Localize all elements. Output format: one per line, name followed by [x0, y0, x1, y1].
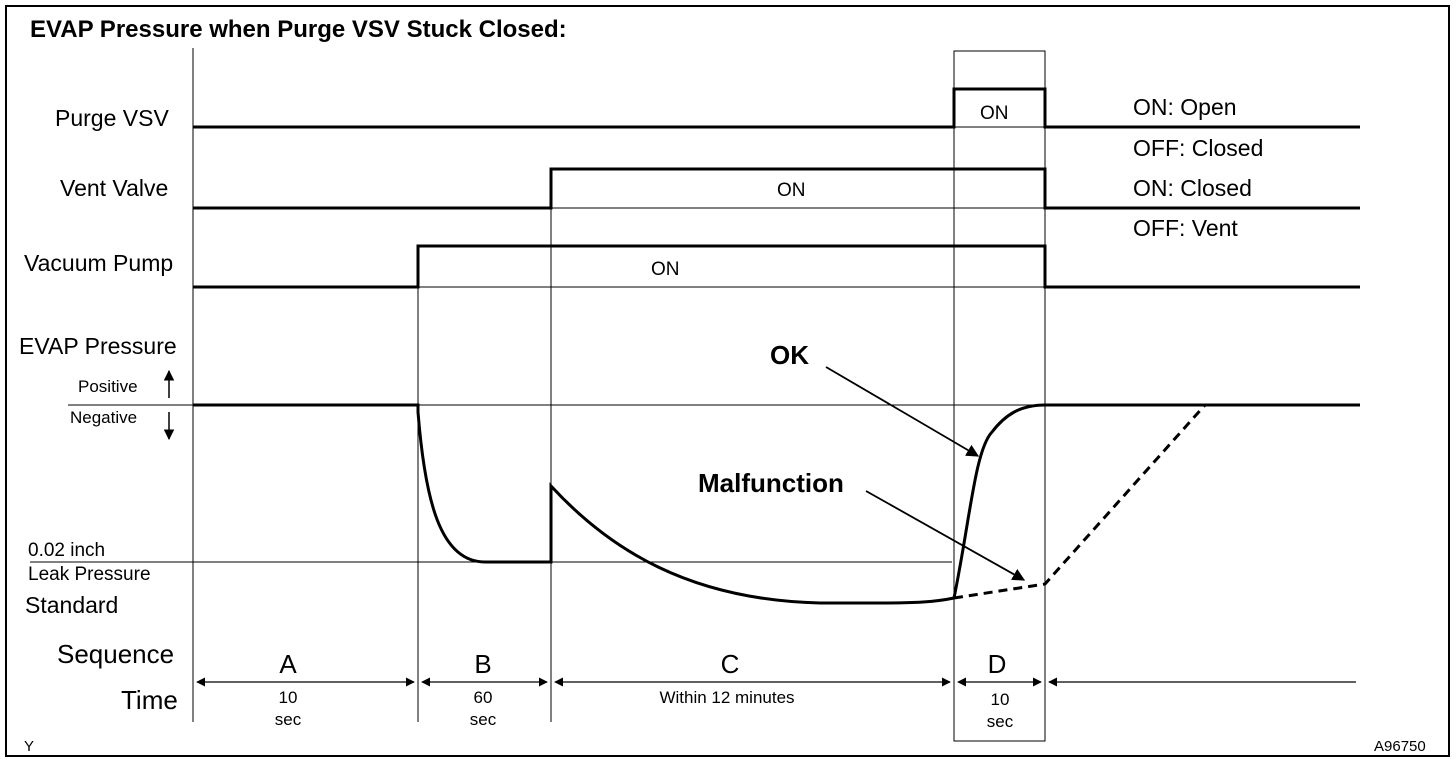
- time-d-unit: sec: [987, 712, 1014, 731]
- legend-purge-on: ON: Open: [1133, 94, 1237, 120]
- evap-ok-recovery-curve: [952, 403, 1360, 599]
- sequence-letter-d: D: [988, 649, 1007, 679]
- leak-label-line2: Leak Pressure: [28, 564, 151, 585]
- time-a-unit: sec: [275, 710, 302, 729]
- label-negative: Negative: [70, 408, 137, 427]
- diagram-title: EVAP Pressure when Purge VSV Stuck Close…: [30, 16, 567, 43]
- corner-mark-y: Y: [24, 738, 34, 755]
- time-b-value: 60: [474, 688, 493, 707]
- legend-purge-off: OFF: Closed: [1133, 135, 1263, 161]
- legend-vent-on: ON: Closed: [1133, 175, 1252, 201]
- sequence-letter-b: B: [474, 649, 491, 679]
- time-d-value: 10: [991, 690, 1010, 709]
- row-label-sequence: Sequence: [57, 639, 174, 669]
- leak-label-line3: Standard: [25, 592, 118, 618]
- purge-on-label: ON: [980, 103, 1009, 124]
- sequence-letter-c: C: [721, 649, 740, 679]
- legend-vent-off: OFF: Vent: [1133, 215, 1238, 241]
- pump-on-label: ON: [651, 259, 680, 280]
- time-b-unit: sec: [470, 710, 497, 729]
- annotation-malfunction: Malfunction: [698, 468, 844, 498]
- phase-d-window: [953, 50, 1046, 742]
- purge-vsv-signal: [193, 87, 1360, 129]
- leak-label-line1: 0.02 inch: [28, 540, 105, 561]
- vent-valve-signal: [193, 167, 1360, 210]
- diagram-frame: [5, 5, 1450, 757]
- vent-on-label: ON: [777, 180, 806, 201]
- annotation-ok-arrow: [825, 366, 980, 457]
- evap-malfunction-curve: [953, 404, 1207, 600]
- phase-boundaries: [192, 48, 1046, 742]
- annotation-malfunction-arrow: [865, 490, 1026, 581]
- evap-pressure-curve: [193, 403, 955, 605]
- row-label-time: Time: [121, 685, 178, 715]
- row-label-vacuum-pump: Vacuum Pump: [24, 250, 173, 276]
- row-label-vent-valve: Vent Valve: [60, 175, 168, 201]
- time-a-value: 10: [279, 688, 298, 707]
- figure-code: A96750: [1374, 738, 1426, 755]
- time-c-value: Within 12 minutes: [659, 688, 794, 707]
- vacuum-pump-signal: [193, 244, 1360, 289]
- row-label-evap-pressure: EVAP Pressure: [19, 333, 177, 359]
- annotation-ok: OK: [770, 340, 809, 370]
- sequence-letter-a: A: [279, 649, 297, 679]
- row-label-purge-vsv: Purge VSV: [55, 105, 169, 131]
- label-positive: Positive: [78, 377, 138, 396]
